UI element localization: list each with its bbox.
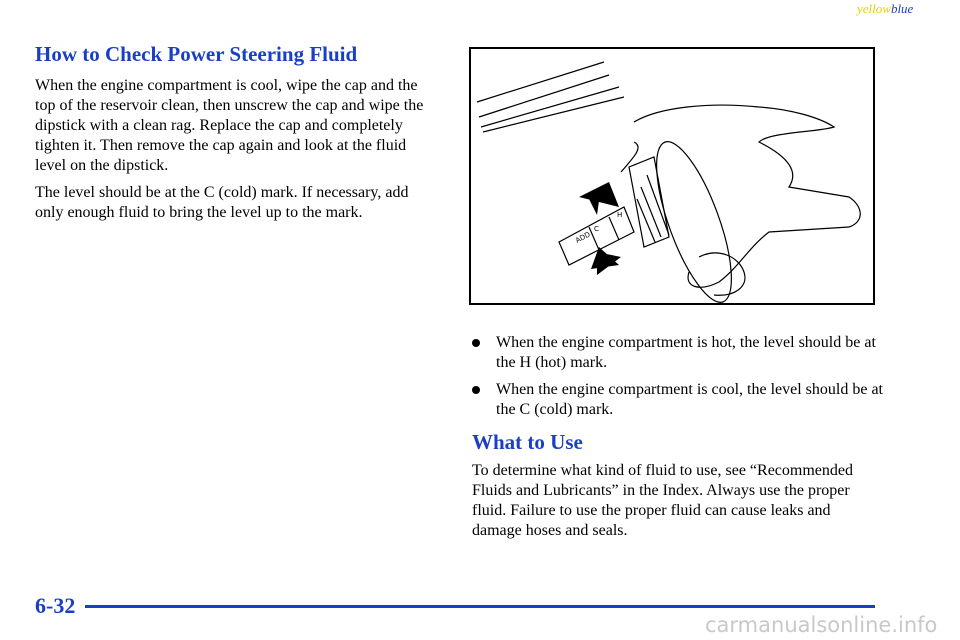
fig-label: C (594, 225, 599, 233)
arrow (591, 247, 621, 275)
bullet: When the engine compartment is cool, the… (472, 380, 896, 420)
color-tag: yellowblue (857, 1, 913, 17)
watermark: carmanualsonline.info (705, 613, 938, 637)
bullet: When the engine compartment is hot, the … (472, 333, 896, 373)
figure: ADD C H (469, 47, 875, 305)
tag-blue: blue (890, 1, 914, 16)
tag-yellow: yellow (857, 1, 891, 16)
rule (85, 605, 875, 608)
page-number: 6-32 (35, 593, 76, 618)
paragraph: The level should be at the C (cold) mark… (35, 184, 409, 221)
paragraph: When the engine compartment is cool, wip… (35, 77, 424, 174)
arrow (579, 182, 619, 215)
heading: How to Check Power Steering Fluid (35, 42, 358, 66)
fig-label: H (617, 211, 622, 219)
heading: What to Use (472, 430, 583, 454)
paragraph: To determine what kind of fluid to use, … (472, 462, 853, 539)
